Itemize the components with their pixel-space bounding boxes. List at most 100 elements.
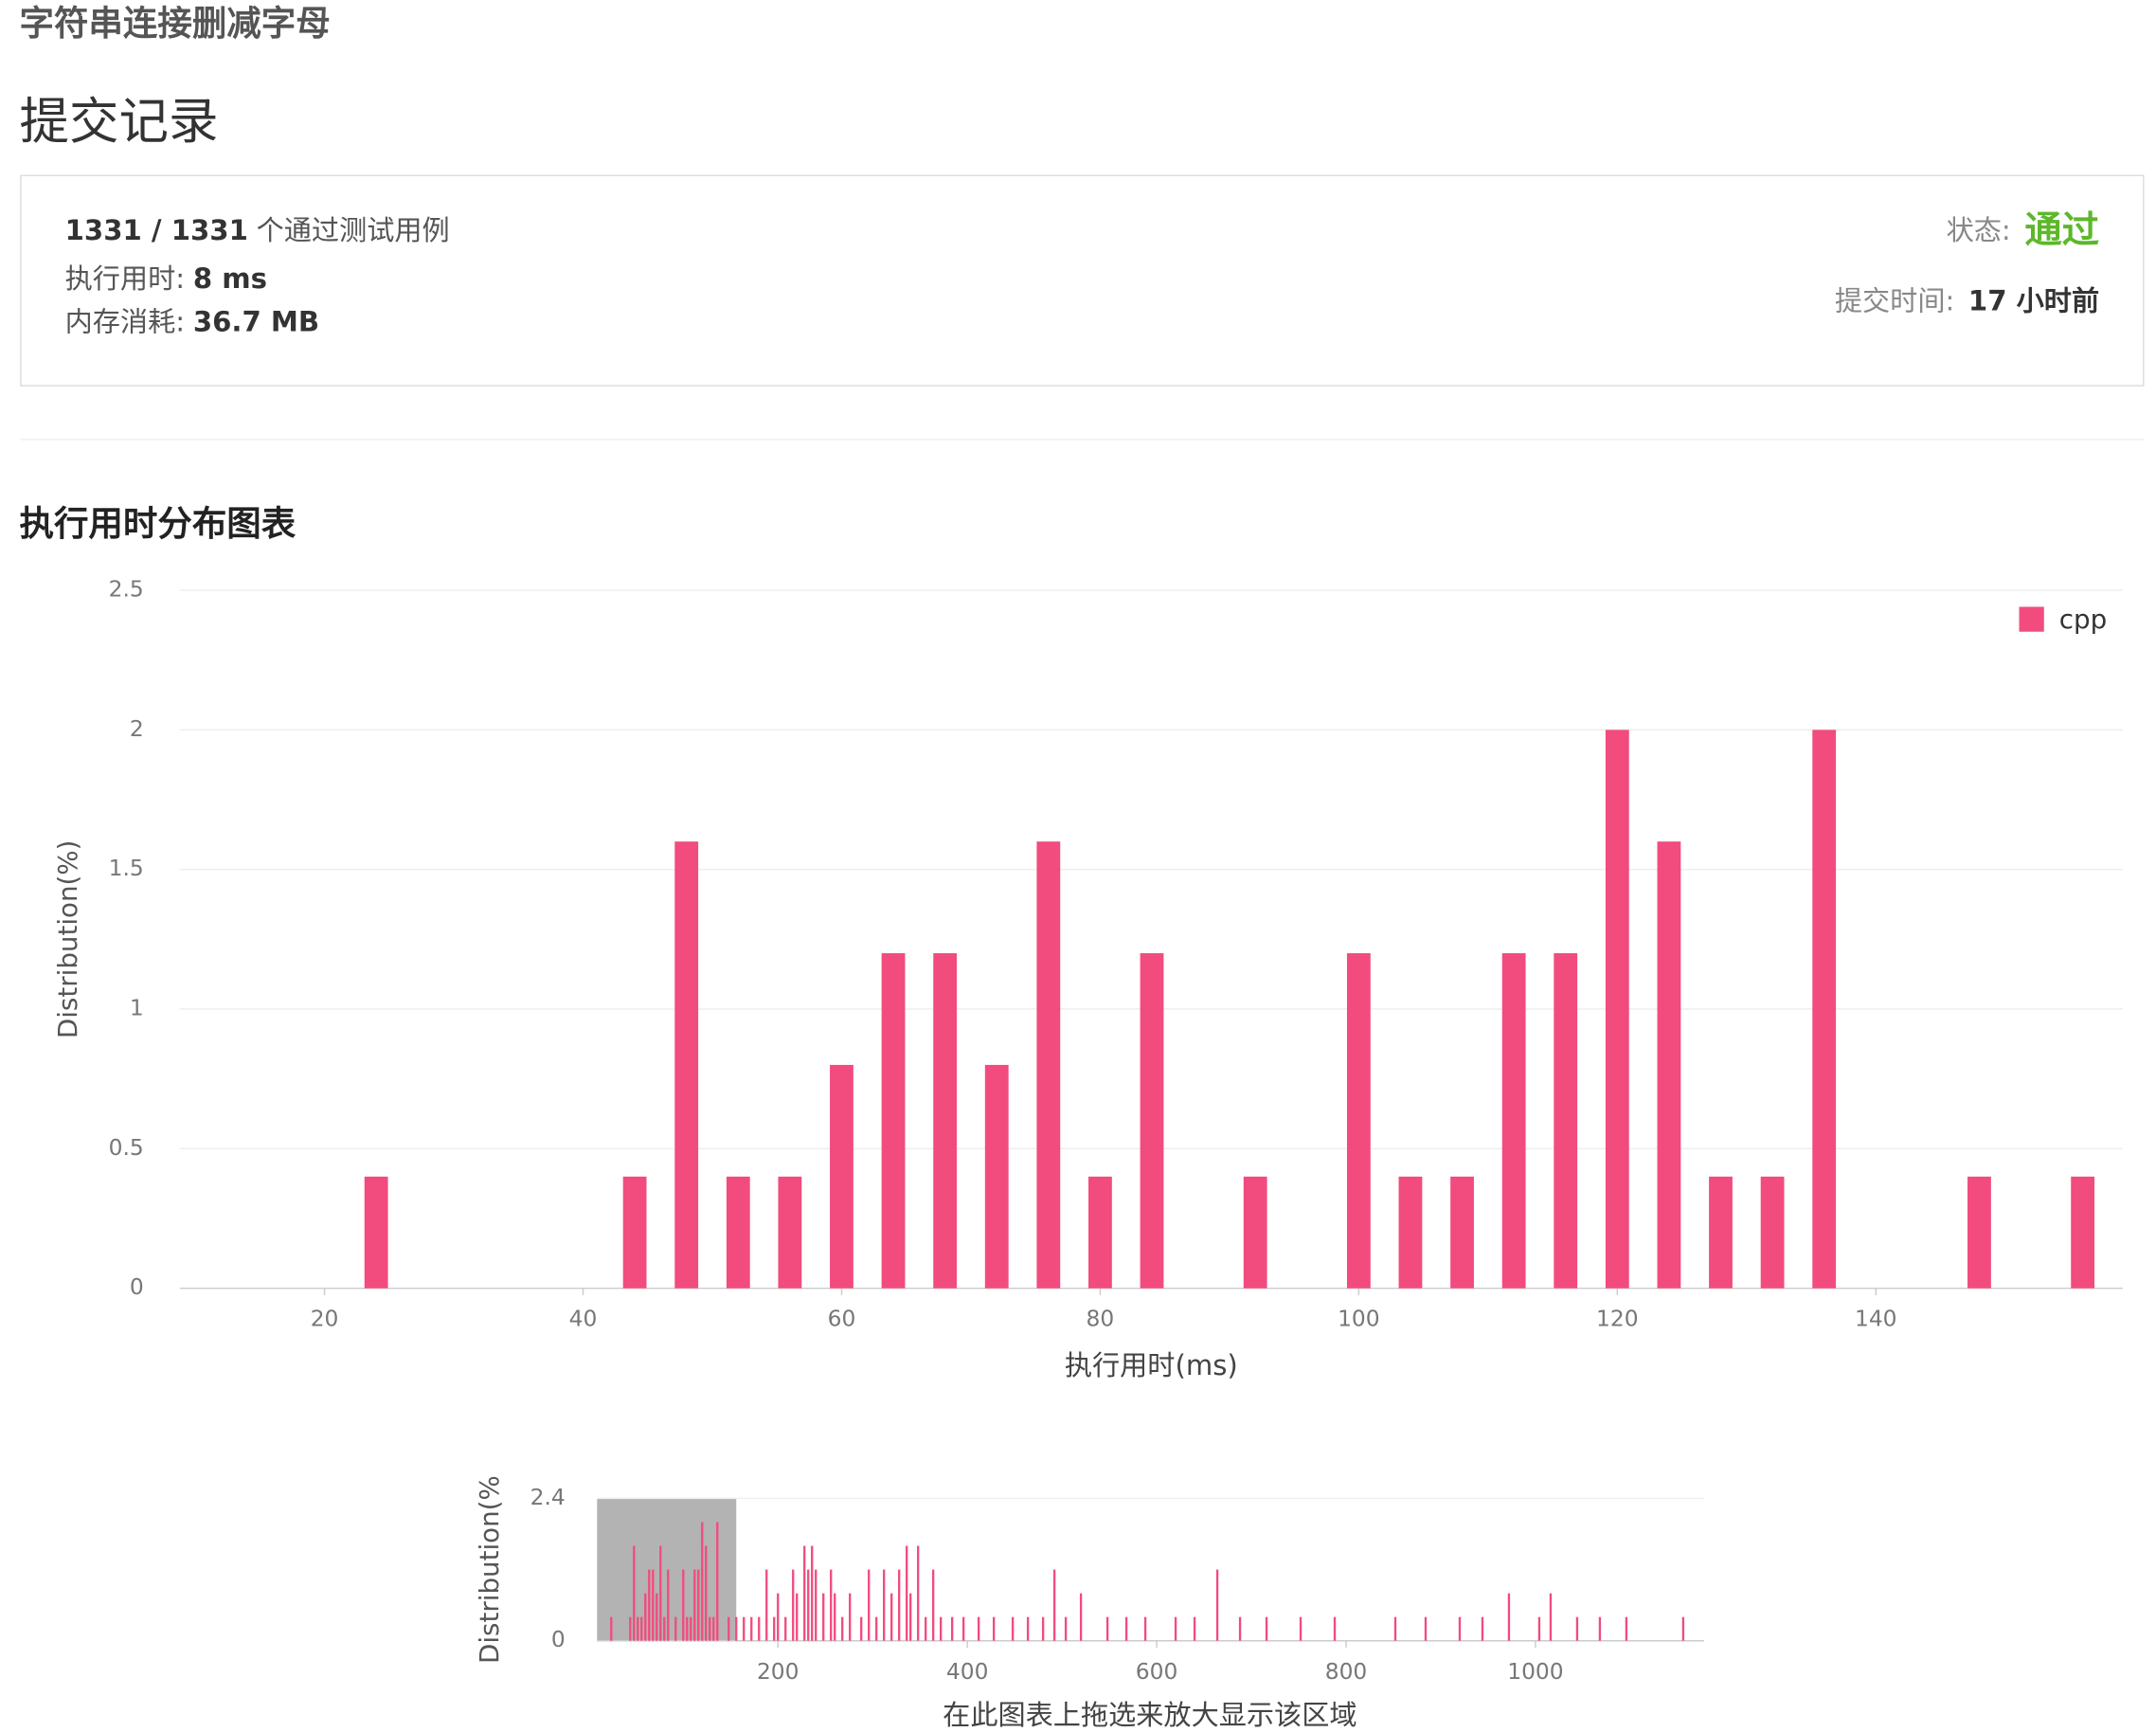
bar xyxy=(1458,1616,1462,1641)
bar xyxy=(667,1569,670,1641)
time: 17 小时前 xyxy=(1968,284,2099,316)
bar xyxy=(637,1616,639,1641)
y-tick-label: 1.5 xyxy=(109,855,144,881)
bar xyxy=(644,1593,647,1641)
bar xyxy=(1243,1176,1267,1289)
bar xyxy=(652,1569,655,1641)
bar xyxy=(716,1522,719,1641)
bar xyxy=(610,1616,613,1641)
x-tick-label: 140 xyxy=(1855,1306,1897,1332)
chart-title: 执行用时分布图表 xyxy=(19,503,296,544)
bar xyxy=(1481,1616,1484,1641)
bar xyxy=(1011,1616,1015,1641)
bar xyxy=(860,1616,863,1641)
legend-swatch xyxy=(2019,606,2044,632)
bar xyxy=(868,1569,871,1641)
bar xyxy=(984,1064,1009,1289)
bar xyxy=(1346,953,1371,1289)
bar xyxy=(656,1593,658,1641)
bar xyxy=(1299,1616,1303,1641)
bar xyxy=(640,1616,643,1641)
bar xyxy=(822,1593,825,1641)
bar xyxy=(709,1616,711,1641)
section-title: 提交记录 xyxy=(19,93,218,151)
bar xyxy=(690,1616,692,1641)
y-tick-label: 0.5 xyxy=(109,1134,144,1161)
x-tick-label: 100 xyxy=(1338,1306,1380,1332)
bar xyxy=(1041,1616,1045,1641)
x-tick-label: 40 xyxy=(569,1306,598,1332)
bar xyxy=(1398,1176,1423,1289)
memory-line: 内存消耗: 36.7 MB xyxy=(65,305,320,337)
x-tick-label: 20 xyxy=(311,1306,339,1332)
status: 通过 xyxy=(2024,208,2099,252)
bar xyxy=(881,953,906,1289)
y-axis-label: Distribution(% xyxy=(474,1475,505,1664)
bar xyxy=(674,1616,677,1641)
runtime: 8 ms xyxy=(193,262,267,295)
bar xyxy=(1967,1176,1991,1289)
y-axis-label: Distribution(%) xyxy=(52,840,83,1039)
x-tick-label: 600 xyxy=(1136,1658,1178,1685)
bar xyxy=(726,1176,750,1289)
bar xyxy=(778,1176,802,1289)
bar xyxy=(659,1545,662,1641)
bar xyxy=(629,1616,632,1641)
bar xyxy=(701,1522,704,1641)
bar xyxy=(992,1616,996,1641)
bar xyxy=(917,1545,920,1641)
x-axis-label: 执行用时(ms) xyxy=(1065,1349,1238,1381)
bar xyxy=(1760,1176,1785,1289)
y-tick-label: 0 xyxy=(130,1273,144,1300)
bar xyxy=(1537,1616,1541,1641)
legend-label: cpp xyxy=(2059,604,2107,635)
bar xyxy=(1424,1616,1428,1641)
runtime-label: 执行用时: xyxy=(65,262,185,295)
chart-caption: 在此图表上拖选来放大显示该区域 xyxy=(943,1699,1356,1731)
bar xyxy=(1026,1616,1030,1641)
bar xyxy=(1625,1616,1628,1641)
x-tick-label: 200 xyxy=(757,1658,800,1685)
bar xyxy=(1124,1616,1128,1641)
x-tick-label: 80 xyxy=(1087,1306,1115,1332)
bar xyxy=(622,1176,647,1289)
bar xyxy=(898,1569,901,1641)
x-tick-label: 1000 xyxy=(1507,1658,1563,1685)
bar xyxy=(792,1569,795,1641)
selection-brush xyxy=(597,1498,737,1641)
bar xyxy=(841,1616,844,1641)
bar xyxy=(906,1545,908,1641)
bar xyxy=(1143,1616,1147,1641)
bar xyxy=(883,1569,886,1641)
bar xyxy=(834,1593,836,1641)
bar xyxy=(1575,1616,1579,1641)
time-label: 提交时间: xyxy=(1835,284,1954,316)
x-tick-label: 120 xyxy=(1596,1306,1639,1332)
passed-line: 1331 / 1331 个通过测试用例 xyxy=(65,214,450,246)
bar xyxy=(1036,841,1061,1289)
bar xyxy=(1554,953,1578,1289)
bar xyxy=(686,1616,689,1641)
bar xyxy=(1812,730,1837,1289)
bar xyxy=(830,1064,853,1289)
memory: 36.7 MB xyxy=(193,305,319,337)
bar xyxy=(663,1616,666,1641)
bar xyxy=(682,1569,685,1641)
bar xyxy=(693,1569,696,1641)
x-tick-label: 400 xyxy=(946,1658,989,1685)
bar xyxy=(1598,1616,1602,1641)
status-line: 状态: 通过 xyxy=(1947,208,2099,252)
bar xyxy=(830,1569,833,1641)
y-tick-label: 2.4 xyxy=(530,1484,566,1510)
result-box xyxy=(20,174,2145,387)
bar xyxy=(705,1545,708,1641)
bar xyxy=(961,1616,965,1641)
bar xyxy=(1507,1593,1511,1641)
bar xyxy=(765,1569,768,1641)
passed: 1331 / 1331 xyxy=(65,214,248,246)
bar xyxy=(1265,1616,1268,1641)
bar xyxy=(784,1616,787,1641)
bar xyxy=(364,1176,388,1289)
bar xyxy=(648,1569,651,1641)
